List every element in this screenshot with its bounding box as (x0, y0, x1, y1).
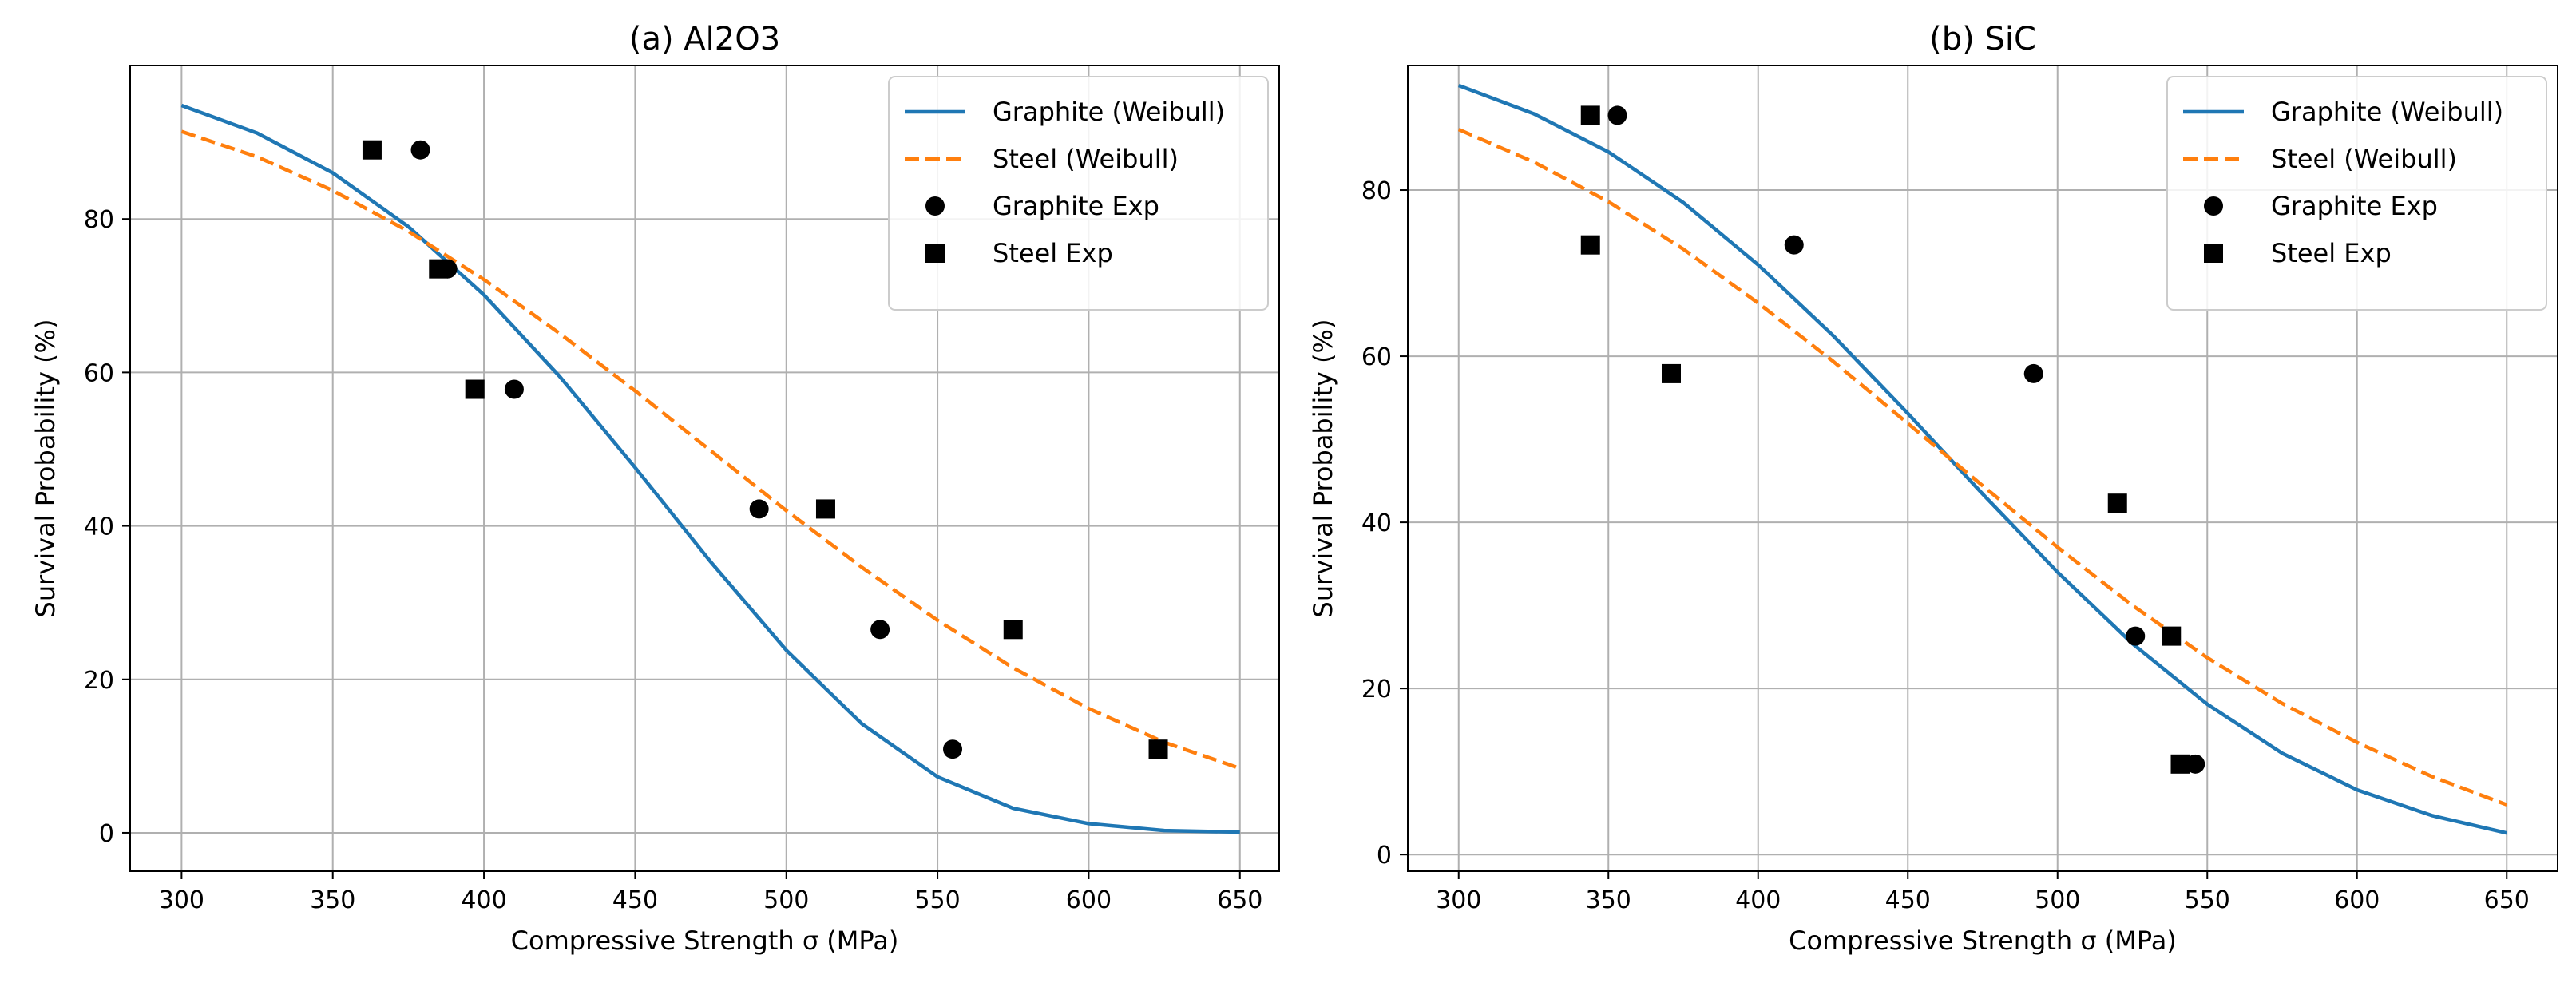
legend-swatch-circle (2204, 196, 2223, 216)
x-tick-label: 400 (1735, 886, 1781, 914)
x-tick-label: 500 (2035, 886, 2080, 914)
graphite-exp-point (870, 620, 890, 640)
steel-exp-point (815, 499, 835, 519)
steel-exp-point (1003, 620, 1023, 640)
legend-label: Steel (Weibull) (2271, 144, 2457, 174)
series-line-steel-weibull (180, 129, 1241, 771)
y-axis-label: Survival Probability (%) (30, 319, 61, 618)
axes-frame (1407, 65, 2558, 872)
steel-exp-point (1148, 739, 1168, 759)
y-tick-label: 80 (1361, 177, 1392, 205)
legend-swatch-square (2204, 244, 2223, 263)
steel-exp-point (2107, 493, 2127, 513)
y-tick-label: 0 (1377, 842, 1392, 870)
y-axis-label: Survival Probability (%) (1308, 319, 1338, 618)
steel-exp-point (2162, 626, 2182, 646)
y-tick-label: 60 (84, 359, 114, 387)
legend-box (888, 76, 1269, 311)
legend-swatch-circle (925, 196, 945, 216)
legend: Graphite (Weibull) Steel (Weibull) Graphit… (2166, 76, 2547, 311)
axes-frame (129, 65, 1280, 872)
graphite-exp-point (2023, 363, 2043, 383)
graphite-exp-point (504, 379, 524, 399)
graphite-exp-point (1607, 105, 1627, 125)
x-tick-label: 600 (1066, 886, 1112, 914)
legend-swatch-square (925, 244, 945, 263)
panel-a: 300 350 400 450 500 550 600 650 0 20 40 60 80 (a) Al2… (30, 21, 1280, 956)
x-axis-label: Compressive Strength σ (MPa) (511, 926, 899, 956)
y-tick-label: 20 (84, 667, 114, 695)
y-tick-label: 60 (1361, 343, 1392, 371)
legend-label: Steel Exp (993, 238, 1113, 268)
x-tick-label: 600 (2334, 886, 2380, 914)
legend-label: Graphite (Weibull) (993, 97, 1225, 127)
y-tick-label: 40 (84, 513, 114, 541)
x-tick-label: 650 (2484, 886, 2530, 914)
x-tick-label: 300 (1436, 886, 1481, 914)
series-line-graphite-weibull (180, 103, 1240, 834)
steel-exp-point (1580, 235, 1600, 255)
legend-label: Steel (Weibull) (993, 144, 1179, 174)
x-tick-label: 300 (159, 886, 204, 914)
x-axis-label: Compressive Strength σ (MPa) (1789, 926, 2177, 956)
legend-label: Graphite Exp (993, 191, 1159, 221)
x-tick-label: 450 (612, 886, 658, 914)
legend-label: Steel Exp (2271, 238, 2392, 268)
steel-exp-point (1662, 363, 1681, 383)
steel-exp-point (362, 140, 382, 160)
x-tick-label: 350 (1586, 886, 1631, 914)
chart-title: (a) Al2O3 (629, 21, 780, 57)
x-tick-label: 500 (763, 886, 809, 914)
steel-exp-point (465, 379, 485, 399)
x-tick-label: 650 (1217, 886, 1262, 914)
graphite-exp-point (749, 499, 769, 519)
x-tick-label: 350 (310, 886, 355, 914)
series-line-graphite-weibull (1458, 83, 2507, 835)
x-tick-label: 450 (1885, 886, 1931, 914)
panel-b: 300 350 400 450 500 550 600 650 0 20 40 60 80 (b) SiC… (1308, 21, 2558, 956)
graphite-exp-point (410, 140, 430, 160)
legend: Graphite (Weibull) Steel (Weibull) Graphit… (888, 76, 1269, 311)
y-tick-label: 20 (1361, 676, 1392, 704)
steel-exp-point (1580, 105, 1600, 125)
series-line-steel-weibull (1457, 128, 2508, 807)
steel-exp-point (429, 259, 449, 279)
y-tick-label: 80 (84, 206, 114, 234)
y-tick-label: 40 (1361, 509, 1392, 537)
legend-label: Graphite Exp (2271, 191, 2438, 221)
steel-exp-point (2170, 754, 2190, 774)
legend-label: Graphite (Weibull) (2271, 97, 2503, 127)
y-tick-label: 0 (99, 820, 114, 848)
x-tick-label: 550 (914, 886, 960, 914)
graphite-exp-point (2126, 626, 2146, 646)
x-tick-label: 400 (461, 886, 506, 914)
graphite-exp-point (1784, 235, 1804, 255)
legend-box (2166, 76, 2547, 311)
chart-title: (b) SiC (1929, 21, 2036, 57)
x-tick-label: 550 (2185, 886, 2230, 914)
graphite-exp-point (943, 739, 963, 759)
graphite-exp-point (2186, 754, 2205, 774)
